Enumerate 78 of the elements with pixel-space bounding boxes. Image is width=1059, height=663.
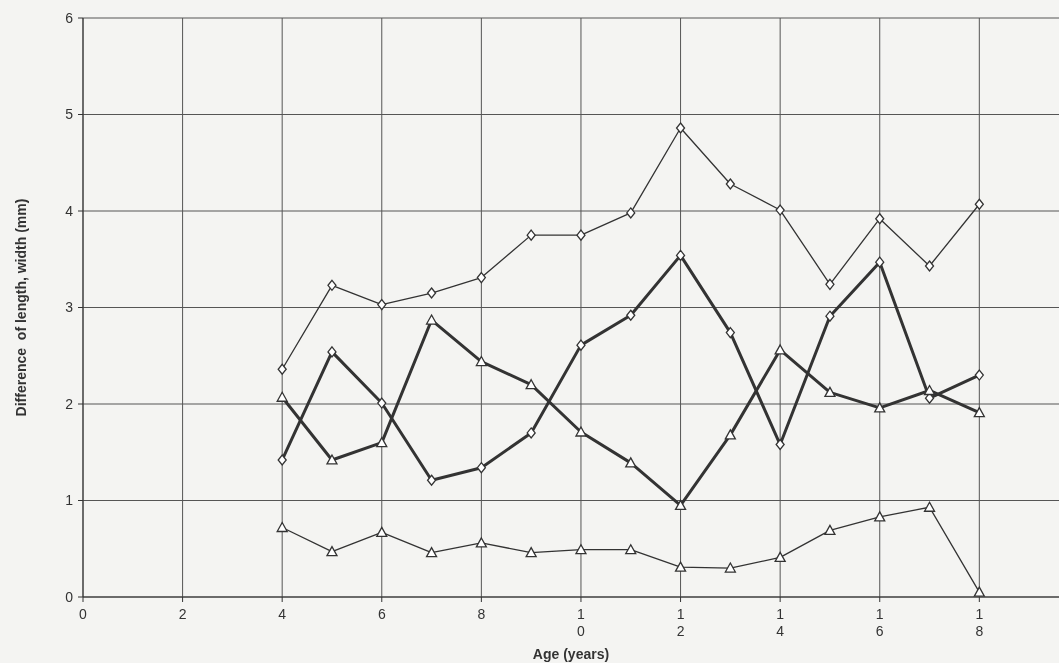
point bbox=[326, 454, 338, 465]
point bbox=[426, 287, 437, 299]
point bbox=[774, 551, 786, 563]
x-tick-label: 1 2 bbox=[676, 606, 685, 639]
point bbox=[674, 561, 687, 572]
point bbox=[526, 229, 536, 241]
point bbox=[774, 344, 786, 355]
point bbox=[675, 249, 686, 262]
point bbox=[725, 178, 735, 190]
point bbox=[525, 379, 537, 390]
point bbox=[575, 426, 587, 437]
y-tick-label: 0 bbox=[65, 588, 74, 605]
point bbox=[377, 397, 387, 409]
point bbox=[725, 326, 735, 339]
point bbox=[973, 586, 985, 597]
x-tick-label: 1 4 bbox=[776, 606, 785, 639]
point bbox=[426, 474, 437, 486]
y-axis-title: Difference of length, width (mm) bbox=[13, 198, 29, 417]
point bbox=[775, 204, 785, 216]
point bbox=[425, 314, 438, 325]
point bbox=[377, 298, 387, 311]
point bbox=[526, 427, 536, 439]
point bbox=[824, 524, 836, 536]
point bbox=[625, 544, 637, 555]
point bbox=[476, 462, 487, 474]
y-tick-label: 3 bbox=[65, 299, 74, 316]
x-tick-label: 4 bbox=[278, 606, 287, 622]
point bbox=[576, 229, 586, 241]
point bbox=[924, 260, 935, 272]
point bbox=[825, 278, 835, 290]
point bbox=[675, 122, 686, 134]
point bbox=[825, 310, 835, 322]
point bbox=[724, 562, 736, 573]
x-axis-title: Age (years) bbox=[532, 646, 610, 662]
x-tick-label: 2 bbox=[178, 606, 187, 622]
point bbox=[376, 526, 388, 537]
point bbox=[525, 546, 537, 558]
y-tick-label: 6 bbox=[65, 9, 74, 26]
x-tick-label: 6 bbox=[377, 606, 386, 622]
point bbox=[874, 402, 886, 413]
point bbox=[974, 369, 984, 381]
point bbox=[625, 457, 637, 468]
point bbox=[875, 213, 885, 225]
point bbox=[276, 521, 288, 533]
point bbox=[327, 279, 337, 291]
point bbox=[775, 438, 785, 451]
point bbox=[674, 499, 687, 510]
point bbox=[476, 271, 487, 284]
x-tick-label: 1 0 bbox=[577, 606, 586, 639]
point bbox=[277, 454, 287, 466]
point bbox=[824, 386, 836, 398]
point bbox=[923, 501, 936, 512]
point bbox=[724, 429, 736, 440]
point bbox=[376, 436, 388, 448]
point bbox=[626, 207, 636, 219]
point bbox=[576, 339, 586, 351]
point bbox=[276, 391, 288, 402]
x-tick-label: 0 bbox=[79, 606, 88, 622]
point bbox=[327, 346, 337, 358]
y-tick-label: 1 bbox=[65, 492, 74, 509]
point bbox=[326, 546, 338, 557]
point bbox=[973, 407, 985, 418]
point bbox=[874, 511, 886, 522]
point bbox=[875, 256, 885, 268]
y-tick-label: 2 bbox=[65, 395, 74, 412]
point bbox=[626, 309, 636, 321]
x-tick-label: 8 bbox=[477, 606, 486, 622]
y-tick-label: 5 bbox=[65, 106, 74, 123]
y-tick-label: 4 bbox=[65, 202, 74, 219]
point bbox=[277, 363, 287, 375]
point bbox=[923, 384, 936, 396]
point bbox=[425, 546, 438, 558]
point bbox=[475, 537, 488, 548]
x-tick-label: 1 6 bbox=[875, 606, 884, 639]
point bbox=[974, 198, 984, 210]
x-tick-label: 1 8 bbox=[975, 606, 984, 639]
point bbox=[575, 544, 587, 555]
point bbox=[475, 355, 488, 367]
